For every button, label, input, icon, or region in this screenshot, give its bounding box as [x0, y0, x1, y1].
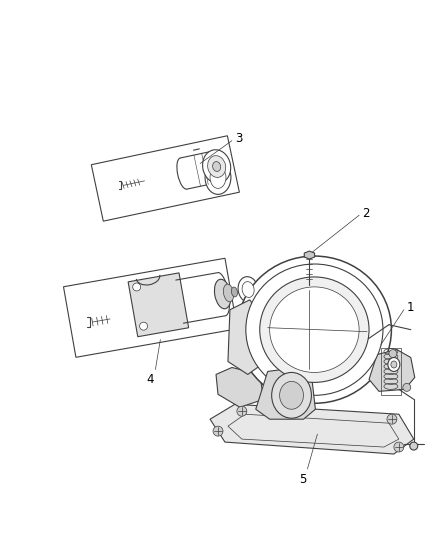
Text: 5: 5 — [299, 473, 306, 486]
Polygon shape — [210, 404, 414, 454]
Ellipse shape — [391, 361, 397, 368]
Ellipse shape — [260, 277, 369, 382]
Circle shape — [394, 442, 404, 452]
Ellipse shape — [215, 279, 231, 309]
Polygon shape — [228, 300, 262, 375]
Circle shape — [140, 322, 148, 330]
Text: 2: 2 — [362, 207, 370, 220]
Ellipse shape — [238, 277, 258, 302]
Polygon shape — [128, 273, 189, 337]
Polygon shape — [91, 136, 240, 221]
Circle shape — [237, 406, 247, 416]
Ellipse shape — [223, 284, 234, 302]
Ellipse shape — [212, 161, 221, 172]
Ellipse shape — [203, 150, 231, 183]
Polygon shape — [256, 367, 315, 419]
Text: 4: 4 — [147, 374, 154, 386]
Ellipse shape — [208, 156, 226, 177]
Circle shape — [387, 414, 397, 424]
Ellipse shape — [272, 373, 311, 418]
Circle shape — [213, 426, 223, 436]
Ellipse shape — [210, 166, 226, 188]
Polygon shape — [369, 350, 415, 391]
Polygon shape — [216, 367, 264, 407]
Ellipse shape — [242, 281, 254, 297]
Ellipse shape — [231, 287, 237, 297]
Ellipse shape — [205, 160, 231, 195]
Polygon shape — [64, 259, 237, 357]
Polygon shape — [304, 251, 314, 259]
Ellipse shape — [388, 358, 400, 372]
Ellipse shape — [246, 264, 383, 395]
Circle shape — [403, 383, 411, 391]
Circle shape — [389, 350, 397, 358]
Bar — [381, 348, 401, 395]
Text: 3: 3 — [235, 132, 242, 145]
Circle shape — [410, 442, 418, 450]
Ellipse shape — [237, 256, 392, 403]
Ellipse shape — [279, 382, 304, 409]
Circle shape — [133, 283, 141, 291]
Ellipse shape — [270, 287, 359, 373]
Text: 1: 1 — [407, 301, 414, 314]
